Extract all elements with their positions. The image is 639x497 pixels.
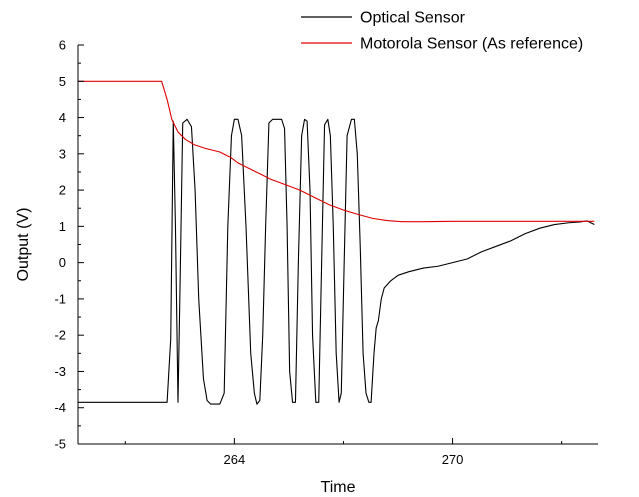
y-tick-label: 4: [59, 110, 66, 125]
y-tick-label: 3: [59, 146, 66, 161]
y-tick-label: 2: [59, 183, 66, 198]
y-tick-label: -5: [54, 437, 66, 452]
y-tick-label: -2: [54, 328, 66, 343]
legend-label-optical-sensor: Optical Sensor: [360, 10, 466, 27]
series-line-optical-sensor: [78, 118, 595, 405]
axes-group: [77, 44, 598, 445]
y-tick-label: -3: [54, 364, 66, 379]
y-axis-title: Output (V): [15, 208, 32, 282]
series-group: [78, 80, 595, 405]
y-tick-label: -4: [54, 400, 66, 415]
y-tick-label: 6: [59, 38, 66, 53]
legend: Optical Sensor Motorola Sensor (As refer…: [301, 10, 583, 53]
x-tick-label: 270: [442, 452, 464, 467]
y-tick-label: 1: [59, 219, 66, 234]
legend-label-motorola-sensor: Motorola Sensor (As reference): [360, 36, 583, 53]
tick-labels: 6 5 4 3 2 1 0 -1 -2 -3 -4 -5 264 270: [54, 38, 463, 468]
x-tick-label: 264: [224, 452, 246, 467]
series-line-motorola-sensor: [78, 80, 595, 223]
y-tick-label: -1: [54, 291, 66, 306]
x-axis-title: Time: [321, 479, 356, 496]
y-tick-label: 5: [59, 74, 66, 89]
y-tick-label: 0: [59, 255, 66, 270]
